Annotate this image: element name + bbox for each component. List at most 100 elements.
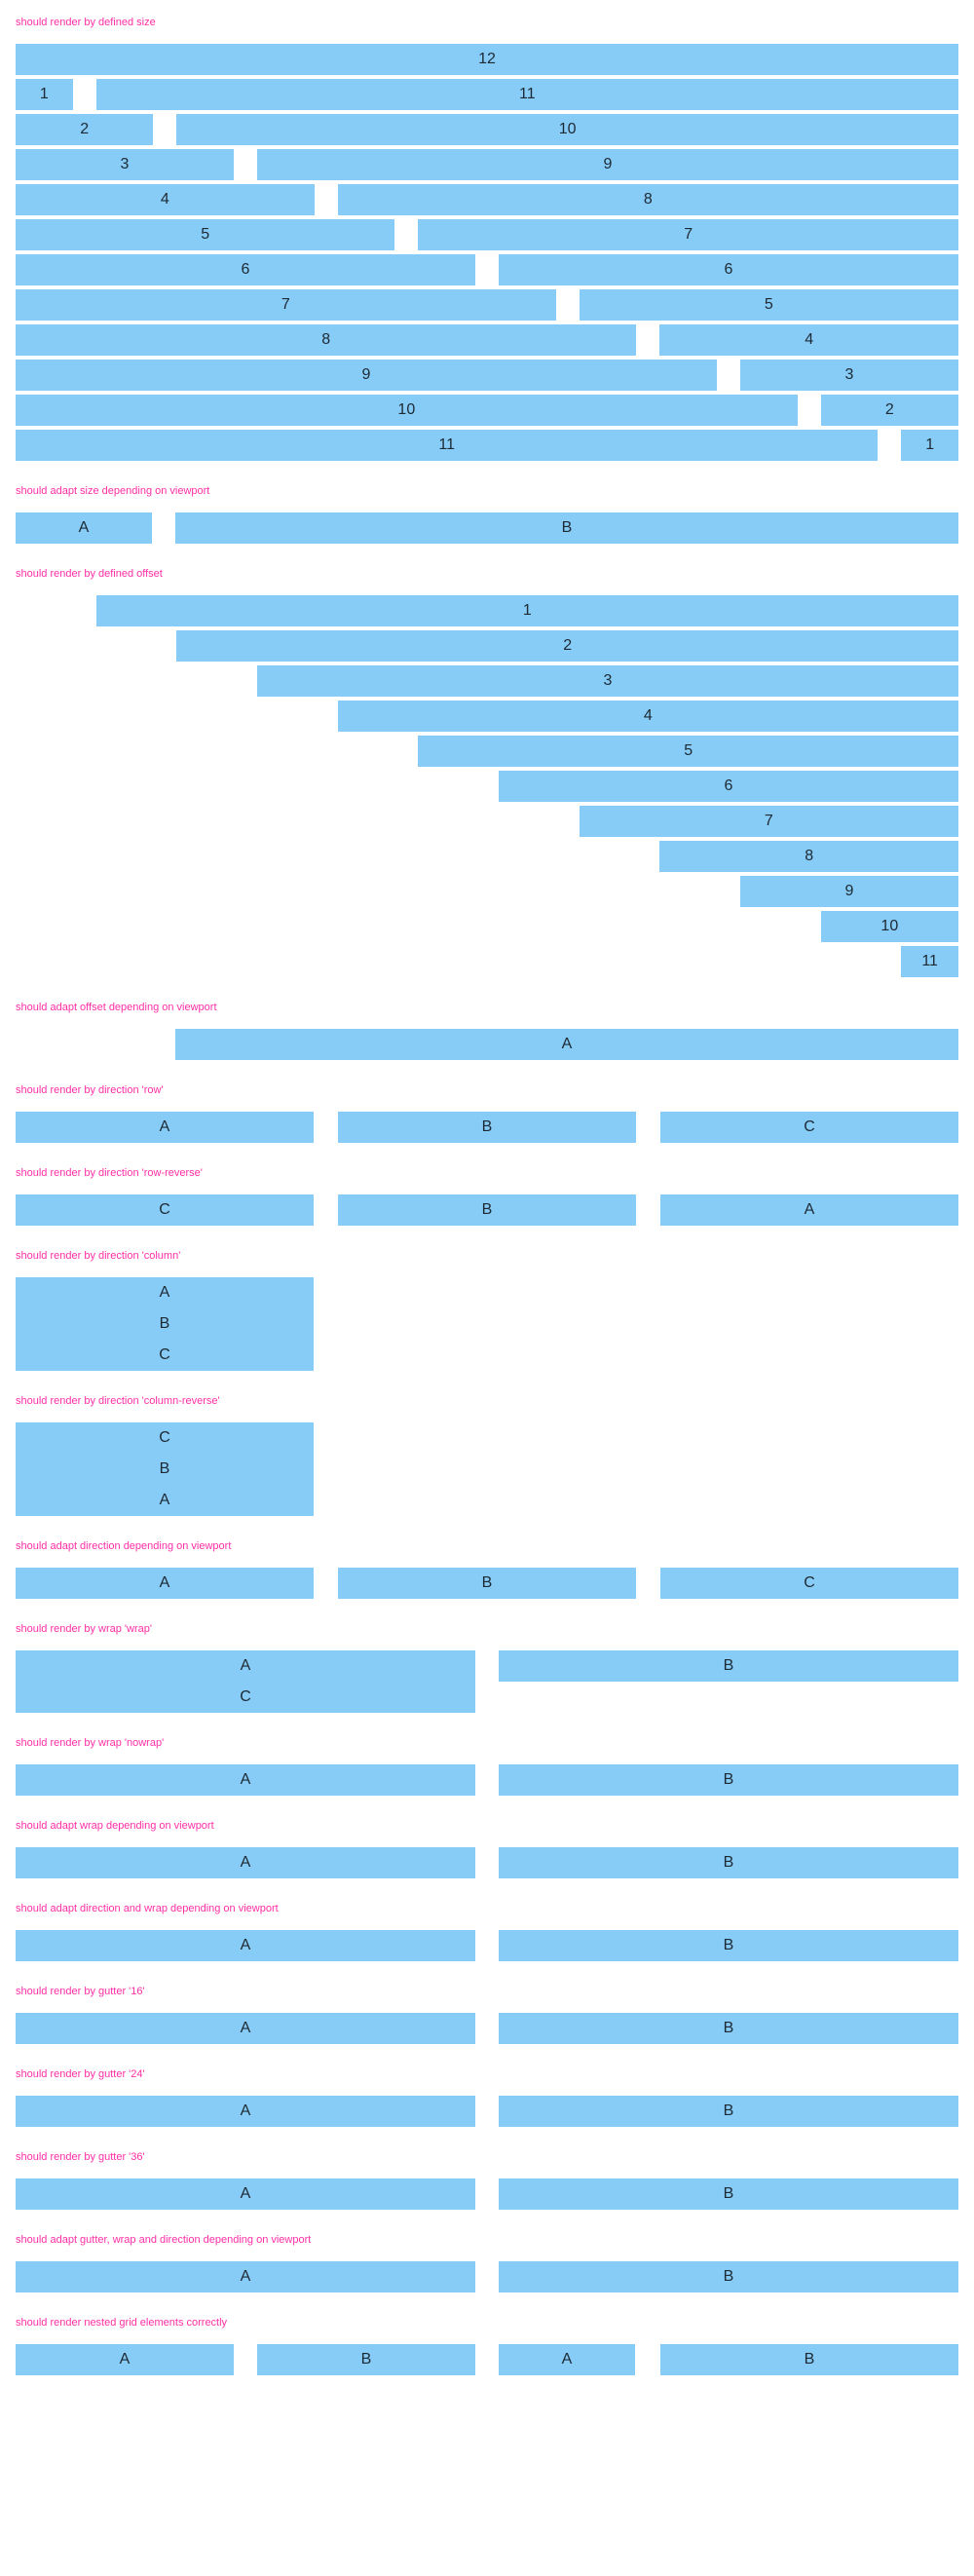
grid-cell: 6 xyxy=(499,771,958,802)
grid-cell: A xyxy=(16,1764,475,1796)
grid-row: 3 xyxy=(16,665,958,697)
grid-cell: B xyxy=(257,2344,475,2375)
grid-cell: 12 xyxy=(16,44,958,75)
grid-cell: 4 xyxy=(16,184,315,215)
grid-cell: A xyxy=(16,2178,475,2210)
grid-cell: C xyxy=(16,1194,314,1226)
grid-cell: B xyxy=(499,2261,958,2292)
grid-cell: B xyxy=(338,1568,636,1599)
section-title: should render nested grid elements corre… xyxy=(16,2317,228,2329)
grid-row: A B xyxy=(16,2178,958,2210)
grid-cell: B xyxy=(499,1650,958,1682)
column-stack: C B A xyxy=(16,1422,314,1516)
section-title: should render by defined size xyxy=(16,17,156,28)
grid-cell: 3 xyxy=(257,665,958,697)
grid-cell: C xyxy=(159,1346,170,1363)
section-title: should render by defined offset xyxy=(16,568,163,580)
grid-cell: B xyxy=(499,1930,958,1961)
grid-cell: 6 xyxy=(16,254,475,285)
grid-demo-page: should render by defined size 12 1 11 2 10 3 9… xyxy=(16,16,958,2379)
grid-cell: C xyxy=(660,1568,958,1599)
section-title: should adapt wrap depending on viewport xyxy=(16,1820,214,1832)
grid-cell: B xyxy=(499,1847,958,1878)
grid-cell: 5 xyxy=(418,736,958,767)
section-adapt-direction: should adapt direction depending on view… xyxy=(16,1539,958,1599)
wrap-stack: A C xyxy=(16,1650,475,1713)
grid-cell: 1 xyxy=(901,430,958,461)
grid-row: 4 xyxy=(16,701,958,732)
grid-row: A B C xyxy=(16,1112,958,1143)
grid-cell: B xyxy=(159,1315,170,1332)
section-title: should adapt size depending on viewport xyxy=(16,485,210,497)
grid-cell: B xyxy=(499,2178,958,2210)
grid-row: 12 xyxy=(16,44,958,75)
grid-cell: 8 xyxy=(16,324,637,356)
section-title: should render by direction 'column' xyxy=(16,1250,181,1262)
section-title: should adapt gutter, wrap and direction … xyxy=(16,2234,312,2246)
section-title: should render by direction 'row-reverse' xyxy=(16,1167,203,1179)
grid-row: 5 xyxy=(16,736,958,767)
section-adapt-wrap: should adapt wrap depending on viewport … xyxy=(16,1819,958,1878)
section-title: should render by gutter '36' xyxy=(16,2151,145,2163)
grid-cell: A xyxy=(16,1568,314,1599)
grid-cell: 6 xyxy=(499,254,958,285)
grid-cell: 11 xyxy=(16,430,879,461)
grid-cell: 10 xyxy=(820,911,958,942)
grid-row: 7 xyxy=(16,806,958,837)
grid-cell: 2 xyxy=(820,395,958,426)
grid-cell: 3 xyxy=(740,360,958,391)
grid-cell: A xyxy=(159,1284,170,1301)
section-gutter-36: should render by gutter '36' A B xyxy=(16,2150,958,2210)
grid-cell: B xyxy=(159,1460,170,1477)
section-title: should adapt offset depending on viewpor… xyxy=(16,1002,217,1013)
grid-cell: 9 xyxy=(740,876,958,907)
section-wrap: should render by wrap 'wrap' A C B xyxy=(16,1622,958,1713)
offset-rows: 1 2 3 4 5 6 7 8 9 10 11 xyxy=(16,595,958,977)
section-title: should adapt direction depending on view… xyxy=(16,1540,232,1552)
section-direction-column: should render by direction 'column' A B … xyxy=(16,1249,958,1371)
grid-cell: 8 xyxy=(659,841,958,872)
grid-row: A B C xyxy=(16,1277,958,1371)
grid-cell: 4 xyxy=(659,324,958,356)
grid-cell: A xyxy=(240,1657,251,1674)
grid-row: 8 xyxy=(16,841,958,872)
grid-row: A C B xyxy=(16,1650,958,1713)
section-direction-row-reverse: should render by direction 'row-reverse'… xyxy=(16,1166,958,1226)
section-title: should render by wrap 'wrap' xyxy=(16,1623,152,1635)
grid-row: C B A xyxy=(16,1422,958,1516)
grid-row: A xyxy=(16,1029,958,1060)
section-nowrap: should render by wrap 'nowrap' A B xyxy=(16,1736,958,1796)
grid-row: A B A B xyxy=(16,2344,958,2375)
section-defined-size: should render by defined size 12 1 11 2 10 3 9… xyxy=(16,16,958,461)
section-adapt-direction-wrap: should adapt direction and wrap dependin… xyxy=(16,1902,958,1961)
grid-cell: 7 xyxy=(418,219,958,250)
grid-cell: C xyxy=(159,1429,170,1446)
grid-cell: 7 xyxy=(579,806,958,837)
grid-cell: B xyxy=(660,2344,958,2375)
grid-cell: 5 xyxy=(16,219,395,250)
grid-cell: A xyxy=(660,1194,958,1226)
grid-cell: A xyxy=(16,2096,475,2127)
grid-cell: A xyxy=(175,1029,958,1060)
grid-cell: 7 xyxy=(16,289,556,321)
grid-cell: B xyxy=(499,2096,958,2127)
grid-cell: 11 xyxy=(901,946,958,977)
section-title: should render by gutter '24' xyxy=(16,2068,145,2080)
grid-cell: A xyxy=(16,1847,475,1878)
grid-cell: 5 xyxy=(579,289,958,321)
grid-cell: A xyxy=(16,2261,475,2292)
grid-cell: 2 xyxy=(176,630,958,662)
section-gutter-16: should render by gutter '16' A B xyxy=(16,1985,958,2044)
grid-cell: 1 xyxy=(95,595,958,626)
grid-row: 9 xyxy=(16,876,958,907)
grid-row: A B xyxy=(16,1764,958,1796)
grid-cell: 8 xyxy=(337,184,958,215)
section-gutter-24: should render by gutter '24' A B xyxy=(16,2067,958,2127)
grid-row: A B xyxy=(16,2096,958,2127)
grid-cell: 9 xyxy=(257,149,958,180)
grid-row: 2 10 xyxy=(16,114,958,145)
